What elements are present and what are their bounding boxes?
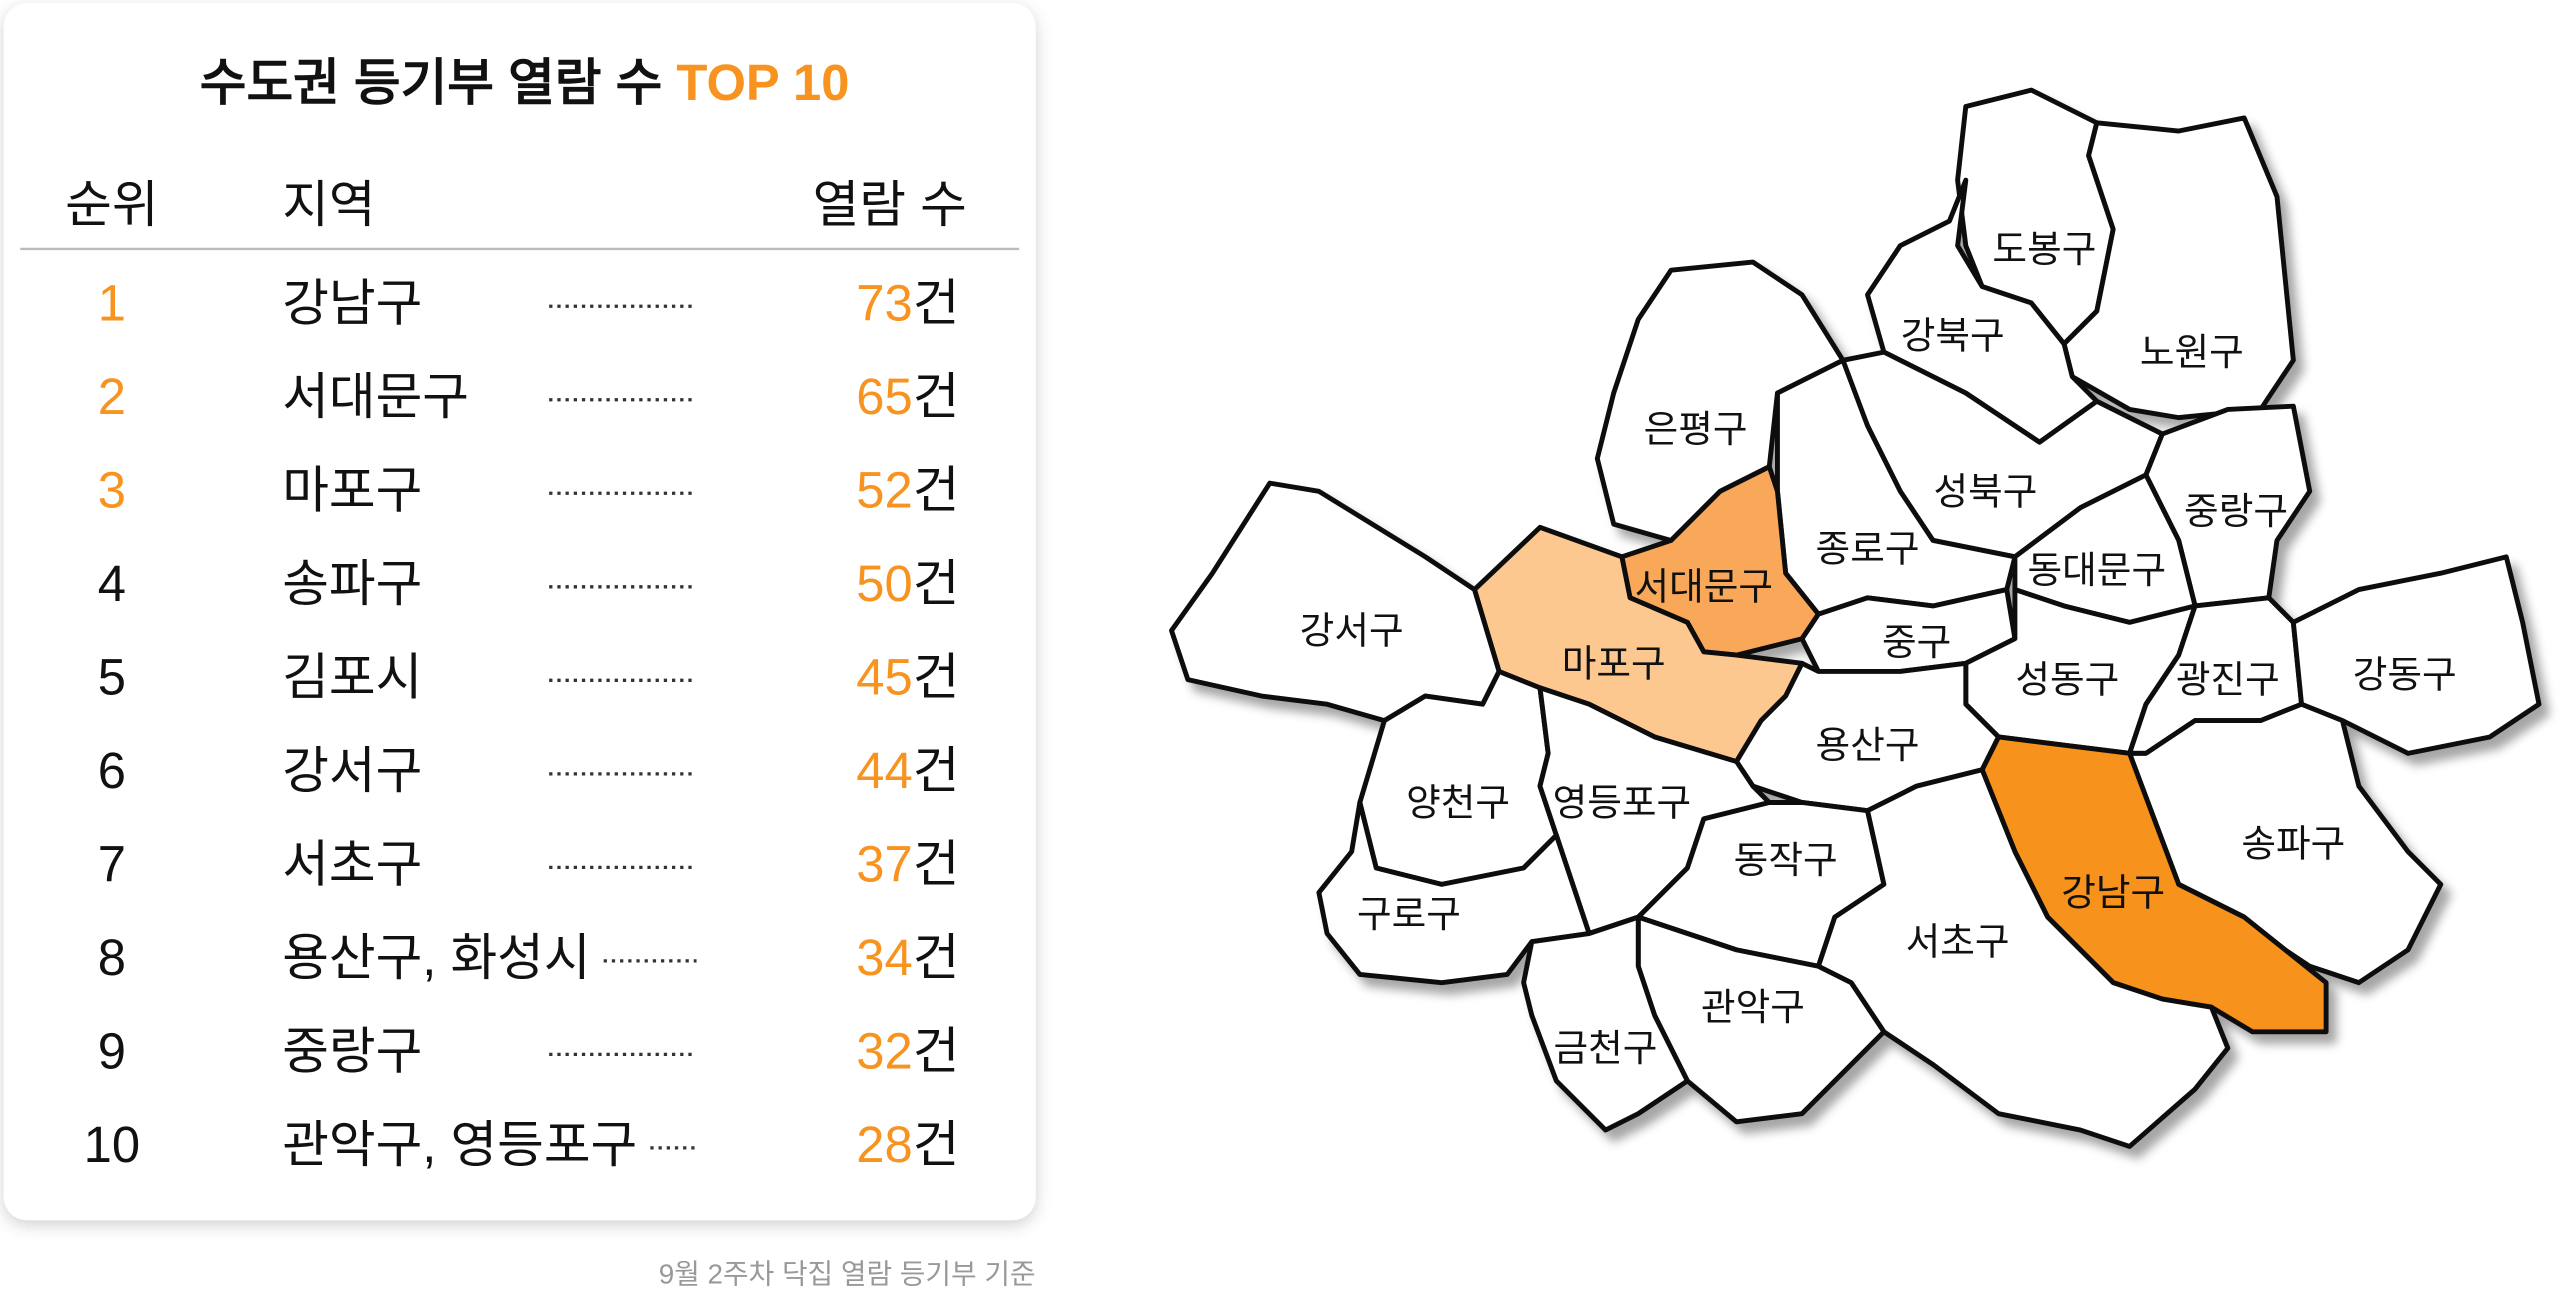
district-label: 양천구: [1406, 781, 1510, 823]
unit: 건: [913, 1023, 960, 1080]
region: 강남구: [282, 274, 422, 331]
rank: 9: [98, 1023, 126, 1080]
district-label: 종로구: [1816, 528, 1920, 570]
region: 김포시: [282, 649, 422, 706]
district-label: 광진구: [2176, 659, 2280, 701]
region: 서대문구: [282, 368, 469, 425]
seoul-map: [1169, 87, 2542, 1149]
title-highlight: TOP 10: [676, 53, 849, 110]
rank: 4: [98, 555, 126, 612]
district-label: 도봉구: [1992, 228, 2096, 270]
district: [1521, 914, 1690, 1133]
district-label: 강동구: [2353, 654, 2457, 696]
district-label: 송파구: [2241, 822, 2345, 864]
title-text: 수도권 등기부 열람 수: [200, 53, 663, 110]
unit: 건: [913, 742, 960, 799]
district-label: 금천구: [1554, 1027, 1658, 1069]
column-header: 지역: [282, 176, 375, 233]
count: 32: [856, 1023, 912, 1080]
rank: 5: [98, 649, 126, 706]
count: 50: [856, 555, 912, 612]
rank: 8: [98, 929, 126, 986]
count: 28: [856, 1116, 912, 1173]
rank: 7: [98, 836, 126, 893]
district-label: 동대문구: [2028, 549, 2167, 591]
district-label: 강북구: [1901, 315, 2005, 357]
district-label: 영등포구: [1553, 781, 1692, 823]
region: 송파구: [282, 555, 422, 612]
rank: 6: [98, 742, 126, 799]
district-label: 성동구: [2015, 659, 2119, 701]
rank: 3: [98, 462, 126, 519]
count: 34: [856, 929, 912, 986]
unit: 건: [913, 649, 960, 706]
district-label: 동작구: [1734, 839, 1838, 881]
district-label: 중구: [1882, 621, 1951, 663]
district-label: 노원구: [2140, 331, 2244, 373]
rank: 2: [98, 368, 126, 425]
unit: 건: [913, 836, 960, 893]
footnote: 9월 2주차 닥집 열람 등기부 기준: [659, 1259, 1036, 1290]
table-rows: 1 강남구 73 건2 서대문구 65 건3 마포구 52 건4 송파구 50 건5 김포시 45 건6 강서구…: [84, 274, 960, 1173]
table-card: [3, 3, 1036, 1221]
title: 수도권 등기부 열람 수 TOP 10: [200, 53, 850, 110]
unit: 건: [913, 368, 960, 425]
district-label: 서대문구: [1634, 565, 1773, 607]
district-label: 관악구: [1701, 986, 1805, 1028]
count: 37: [856, 836, 912, 893]
region: 강서구: [282, 742, 422, 799]
unit: 건: [913, 462, 960, 519]
count: 73: [856, 274, 912, 331]
region: 서초구: [282, 836, 422, 893]
unit: 건: [913, 1116, 960, 1173]
column-header: 열람 수: [813, 176, 967, 233]
district-label: 용산구: [1816, 724, 1920, 766]
district-label: 강서구: [1300, 610, 1404, 652]
district-label: 강남구: [2061, 872, 2165, 914]
column-header: 순위: [65, 176, 158, 233]
district: [2061, 115, 2296, 421]
district-label: 성북구: [1933, 470, 2037, 512]
district-label: 중랑구: [2184, 490, 2288, 532]
region: 마포구: [282, 462, 422, 519]
unit: 건: [913, 555, 960, 612]
district-label: 구로구: [1357, 893, 1461, 935]
count: 44: [856, 742, 912, 799]
district-label: 은평구: [1644, 408, 1748, 450]
region: 용산구, 화성시: [282, 929, 590, 986]
unit: 건: [913, 929, 960, 986]
district-label: 서초구: [1906, 921, 2010, 963]
unit: 건: [913, 274, 960, 331]
region: 중랑구: [282, 1023, 422, 1080]
rank: 10: [84, 1116, 140, 1173]
region: 관악구, 영등포구: [282, 1116, 637, 1173]
count: 52: [856, 462, 912, 519]
count: 45: [856, 649, 912, 706]
count: 65: [856, 368, 912, 425]
district: [1316, 800, 1592, 986]
district-label: 마포구: [1562, 642, 1666, 684]
rank: 1: [98, 274, 126, 331]
district: [1169, 480, 1502, 724]
